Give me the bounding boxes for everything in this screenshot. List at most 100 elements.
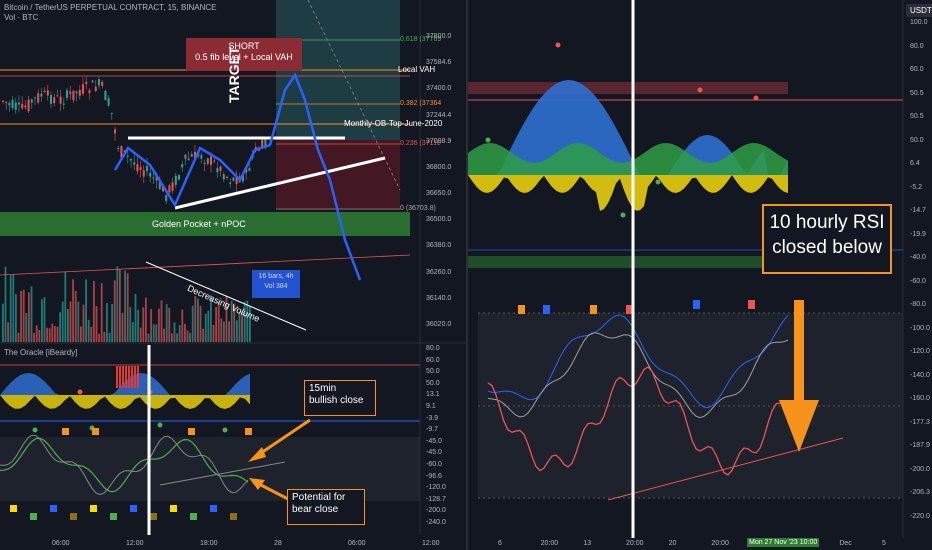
volume-bar (126, 273, 129, 342)
candle (78, 85, 81, 100)
volume-bar (225, 296, 228, 342)
axis-label: 37800.0 (426, 33, 452, 40)
right-chart-pane[interactable]: USDT 10 hourly RSI closed below 100.0 80.… (468, 0, 932, 550)
currency-button[interactable]: USDT (906, 4, 932, 17)
volume-bar (15, 294, 17, 342)
oracle-indicator (0, 366, 252, 520)
axis-label: 36140.0 (426, 294, 452, 302)
overbought-band (468, 82, 788, 94)
time-label: 20 (668, 540, 677, 547)
candle (232, 176, 235, 182)
candle (216, 161, 219, 178)
volume-bar (4, 266, 7, 342)
axis-label: -220.0 (910, 513, 930, 520)
axis-label: -19.9 (910, 230, 926, 238)
bars-info-line1: 16 bars, 4h (258, 273, 294, 280)
projected-path (113, 72, 362, 281)
time-label: 5 (882, 540, 886, 547)
time-label: 12:00 (422, 540, 440, 547)
candle (203, 159, 206, 172)
fib-0618-label: 0.618 (37769 (400, 36, 442, 43)
volume-bar (28, 292, 30, 342)
candle (56, 89, 59, 97)
candle (181, 160, 184, 172)
volume-bar (142, 307, 145, 342)
volume-bar (147, 333, 150, 342)
volume-bar (51, 323, 54, 342)
axis-label: -5.2 (910, 183, 923, 191)
candle (101, 80, 104, 89)
axis-label: -96.6 (426, 472, 442, 480)
volume-bar (173, 322, 176, 342)
volume-bar (41, 299, 43, 342)
volume-bar (178, 324, 181, 342)
candle (149, 166, 152, 183)
volume-bar (38, 330, 41, 342)
candle (126, 151, 129, 164)
volume-bar (2, 303, 4, 342)
target-label: TARGET (226, 46, 242, 103)
candle (235, 170, 238, 192)
pane-divider[interactable] (466, 0, 468, 550)
short-box-line1: SHORT (228, 41, 260, 51)
axis-label: 37244.4 (426, 111, 452, 119)
rsi-note-box: 10 hourly RSI closed below (762, 204, 892, 274)
candle (75, 90, 78, 102)
candle (165, 194, 168, 205)
rsi-note-line1: 10 hourly RSI (769, 212, 885, 233)
candle (85, 76, 88, 90)
left-chart-canvas (0, 0, 466, 535)
candle (43, 87, 46, 93)
volume-bar (238, 311, 241, 342)
time-label: 20:00 (626, 540, 644, 547)
candle (34, 96, 36, 105)
left-chart-pane[interactable]: Bitcoin / TetherUS PERPETUAL CONTRACT, 1… (0, 0, 466, 550)
axis-label: -200.0 (910, 465, 930, 473)
candle (107, 94, 110, 107)
candle (8, 100, 11, 112)
candle (53, 93, 56, 107)
volume-bar (67, 308, 69, 342)
axis-label: -9.7 (426, 426, 439, 434)
volume-bar (43, 297, 46, 342)
candle (117, 145, 120, 152)
volume-bar (176, 333, 178, 342)
oracle-title: The Oracle [iBeardy] (4, 348, 78, 357)
red-trendline (0, 254, 411, 276)
volume-bar (98, 333, 100, 342)
volume-bar (155, 324, 158, 342)
volume-bar (119, 268, 121, 342)
volume-bar (197, 298, 199, 342)
axis-label: 36380.0 (426, 242, 452, 250)
volume-bar (158, 308, 160, 342)
fib-0382-label: 0.382 (37364 (400, 100, 442, 107)
volume-bar (249, 306, 251, 342)
candle (190, 151, 193, 157)
candle (40, 87, 43, 102)
axis-label: -160.0 (910, 395, 930, 403)
time-label: 20:00 (540, 540, 559, 547)
candle (98, 76, 100, 90)
monthly-ob-label: Monthly-OB-Top-June-2020 (344, 119, 443, 128)
volume-bar (64, 271, 67, 342)
volume-bar (85, 279, 87, 342)
volume-bar (163, 328, 165, 342)
fib-0-label: 0 (36703.8) (400, 205, 436, 212)
candle (72, 90, 75, 104)
volume-bar (145, 297, 147, 342)
axis-label: -128.7 (426, 495, 446, 503)
volume-bar (194, 296, 197, 342)
volume-bar (202, 328, 204, 342)
candle (50, 91, 52, 108)
volume-bar (243, 301, 246, 342)
volume-bar (210, 295, 212, 342)
candle (178, 174, 180, 181)
volume-bar (220, 318, 223, 342)
candle (59, 89, 62, 112)
volume-bar (171, 333, 173, 342)
volume-bar (168, 307, 171, 342)
axis-label: 50.0 (910, 136, 924, 144)
volume-bar (74, 290, 77, 342)
volume-bar (204, 313, 207, 342)
candle (62, 97, 65, 110)
